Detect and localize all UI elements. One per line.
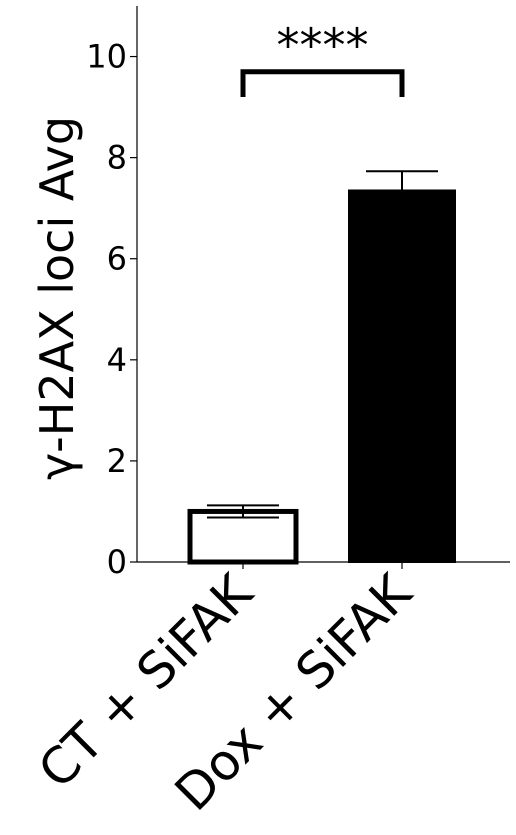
significance-label: **** xyxy=(277,19,369,73)
y-tick-label: 10 xyxy=(86,38,127,76)
y-ticks: 0 2 4 6 8 10 xyxy=(86,38,137,581)
y-tick-label: 2 xyxy=(107,442,127,480)
bars xyxy=(187,189,456,565)
y-tick-label: 6 xyxy=(107,240,127,278)
significance-annotation: **** xyxy=(240,19,405,97)
y-tick-label: 0 xyxy=(107,543,127,581)
bar xyxy=(348,189,456,563)
error-bars xyxy=(207,170,438,519)
y-axis-label: γ-H2AX loci Avg xyxy=(30,116,84,480)
bar xyxy=(187,508,299,565)
y-tick-label: 4 xyxy=(107,341,127,379)
significance-bracket xyxy=(240,69,405,97)
y-tick-label: 8 xyxy=(107,139,127,177)
